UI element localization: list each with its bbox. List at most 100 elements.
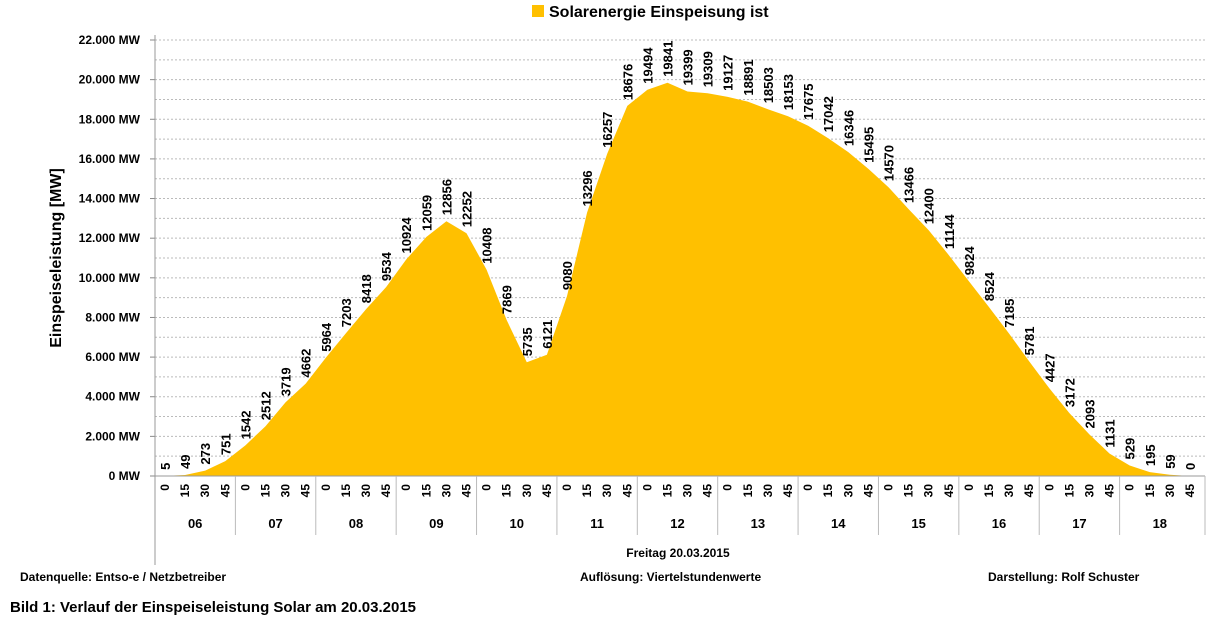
data-label: 4662: [299, 349, 314, 378]
data-label: 12059: [419, 195, 434, 231]
y-tick-label: 2.000 MW: [85, 429, 140, 443]
minute-label: 15: [741, 484, 755, 498]
data-label: 10408: [480, 228, 495, 264]
hour-label: 12: [670, 516, 684, 531]
data-labels: 5 49 273 751 1542 2512 3719 4662 5964 7203 8418 953…: [158, 41, 1198, 470]
data-label: 59: [1163, 454, 1178, 468]
data-label: 0: [1183, 463, 1198, 470]
y-tick-label: 6.000 MW: [85, 350, 140, 364]
minute-label: 15: [178, 484, 192, 498]
minute-label: 30: [600, 484, 614, 498]
data-label: 15495: [861, 127, 876, 163]
minute-label: 15: [580, 484, 594, 498]
data-label: 2093: [1083, 400, 1098, 429]
data-label: 12252: [460, 191, 475, 227]
data-label: 13296: [580, 170, 595, 206]
minute-label: 45: [540, 484, 554, 498]
minute-label: 45: [299, 484, 313, 498]
data-label: 18891: [741, 59, 756, 95]
y-tick-label: 0 MW: [109, 469, 141, 483]
y-tick-label: 18.000 MW: [79, 112, 141, 126]
minute-label: 0: [1042, 484, 1056, 491]
data-label: 7203: [339, 298, 354, 327]
hour-label: 15: [911, 516, 925, 531]
y-tick-label: 12.000 MW: [79, 231, 141, 245]
minute-label: 30: [1002, 484, 1016, 498]
y-tick-label: 8.000 MW: [85, 310, 140, 324]
minute-label: 30: [681, 484, 695, 498]
hour-label: 07: [268, 516, 282, 531]
data-label: 18676: [620, 64, 635, 100]
legend-label: Solarenergie Einspeisung ist: [549, 4, 769, 21]
minute-label: 45: [1183, 484, 1197, 498]
author-note: Darstellung: Rolf Schuster: [988, 570, 1140, 584]
minute-label: 30: [520, 484, 534, 498]
data-label: 195: [1143, 444, 1158, 466]
hour-label: 14: [831, 516, 846, 531]
minute-label: 15: [982, 484, 996, 498]
data-label: 18503: [761, 67, 776, 103]
minute-label: 0: [640, 484, 654, 491]
minute-label: 15: [419, 484, 433, 498]
minute-label: 0: [721, 484, 735, 491]
data-label: 19127: [721, 55, 736, 91]
data-label: 9824: [962, 246, 977, 276]
minute-label: 45: [1103, 484, 1117, 498]
hour-label: 18: [1153, 516, 1167, 531]
data-label: 16257: [600, 112, 615, 148]
minute-label: 30: [761, 484, 775, 498]
minute-label: 0: [962, 484, 976, 491]
minute-label: 0: [882, 484, 896, 491]
legend-swatch: [532, 5, 544, 17]
data-label: 5964: [319, 322, 334, 352]
data-label: 11144: [942, 214, 957, 249]
data-label: 7185: [1002, 299, 1017, 328]
minute-label: 45: [459, 484, 473, 498]
minute-label: 0: [158, 484, 172, 491]
minute-label: 30: [1163, 484, 1177, 498]
minute-label: 0: [560, 484, 574, 491]
data-label: 1542: [238, 410, 253, 439]
minute-label: 30: [359, 484, 373, 498]
data-label: 9534: [379, 251, 394, 281]
hour-label: 10: [509, 516, 523, 531]
hour-label: 06: [188, 516, 202, 531]
y-tick-label: 16.000 MW: [79, 152, 141, 166]
data-label: 2512: [259, 391, 274, 420]
y-tick-label: 14.000 MW: [79, 192, 141, 206]
minute-label: 45: [218, 484, 232, 498]
data-label: 9080: [560, 261, 575, 290]
data-label: 529: [1123, 438, 1138, 460]
minute-label: 45: [781, 484, 795, 498]
minute-label: 45: [942, 484, 956, 498]
minute-label: 30: [279, 484, 293, 498]
data-label: 12400: [922, 188, 937, 224]
minute-label: 15: [1062, 484, 1076, 498]
data-label: 13466: [902, 167, 917, 203]
y-axis-title: Einspeiseleistung [MW]: [48, 168, 65, 348]
data-label: 8524: [982, 271, 997, 301]
data-label: 751: [218, 433, 233, 455]
y-tick-labels: 0 MW 2.000 MW 4.000 MW 6.000 MW 8.000 MW 10.0…: [79, 33, 141, 483]
figure-caption: Bild 1: Verlauf der Einspeiseleistung So…: [10, 599, 416, 616]
data-label: 19841: [661, 41, 676, 77]
minute-label: 15: [902, 484, 916, 498]
minute-label: 15: [1143, 484, 1157, 498]
hour-label: 09: [429, 516, 443, 531]
data-label: 18153: [781, 74, 796, 110]
minute-label: 30: [439, 484, 453, 498]
source-note: Datenquelle: Entso-e / Netzbetreiber: [20, 570, 226, 584]
minute-label: 45: [620, 484, 634, 498]
data-label: 10924: [399, 217, 414, 254]
minute-label: 15: [500, 484, 514, 498]
data-label: 8418: [359, 274, 374, 303]
hour-label: 08: [349, 516, 363, 531]
data-label: 4427: [1042, 353, 1057, 382]
data-label: 3719: [279, 367, 294, 396]
hour-label: 13: [751, 516, 765, 531]
minute-label: 15: [660, 484, 674, 498]
y-tick-label: 10.000 MW: [79, 271, 141, 285]
y-tick-label: 4.000 MW: [85, 390, 140, 404]
minute-label: 30: [922, 484, 936, 498]
resolution-note: Auflösung: Viertelstundenwerte: [580, 570, 761, 584]
